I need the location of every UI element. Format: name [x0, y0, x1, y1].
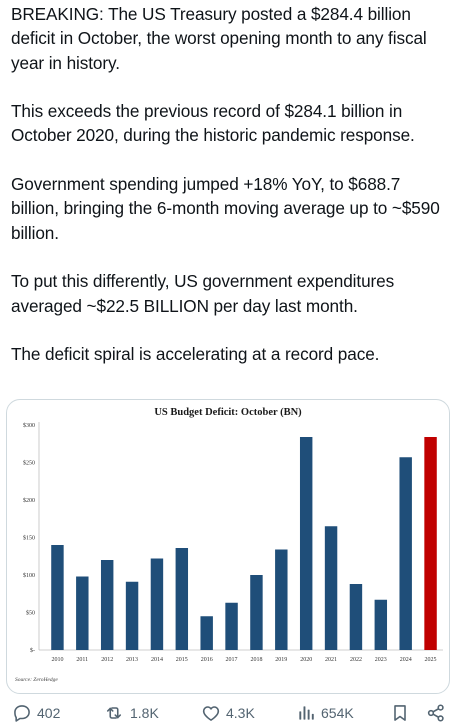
tweet-paragraph: The deficit spiral is accelerating at a … [11, 344, 380, 365]
x-tick-label: 2010 [51, 657, 63, 663]
reply-button[interactable]: 402 [12, 702, 60, 724]
like-button[interactable]: 4.3K [201, 702, 255, 724]
x-tick-label: 2019 [275, 657, 287, 663]
x-tick-label: 2020 [300, 657, 312, 663]
chart-bar [250, 575, 263, 650]
x-tick-label: 2024 [400, 657, 412, 663]
x-tick-label: 2015 [176, 657, 188, 663]
x-tick-label: 2025 [425, 657, 437, 663]
chart-bar [125, 581, 139, 650]
chart-bar [100, 560, 114, 650]
tweet-media-image[interactable]: US Budget Deficit: October (BN) $- $50 $10… [6, 399, 450, 694]
chart-bar [51, 545, 64, 650]
y-tick-label: $150 [23, 535, 35, 542]
x-tick-label: 2023 [375, 657, 387, 663]
retweet-button[interactable]: 1.8K [103, 702, 159, 724]
chart-bar [225, 602, 238, 650]
chart-bar [299, 437, 313, 650]
y-tick-label: $300 [23, 422, 35, 429]
chart-bar [424, 437, 437, 650]
chart-title: US Budget Deficit: October (BN) [154, 407, 302, 418]
tweet-paragraph: This exceeds the previous record of $284… [11, 101, 415, 146]
reply-icon [12, 703, 32, 723]
y-axis-ticks: $- $50 $100 $150 $200 $250 $300 [23, 422, 35, 654]
tweet-paragraph: To put this differently, US government e… [11, 271, 395, 316]
heart-icon [201, 703, 221, 723]
tweet-paragraph: Government spending jumped +18% YoY, to … [11, 174, 440, 243]
tweet-action-bar: 402 1.8K 4.3K 654 [0, 700, 454, 726]
chart-bar [150, 558, 164, 650]
chart-source: Source: ZeroHedge [15, 677, 58, 683]
x-axis-ticks: 2010 2011 2012 2013 2014 2015 2016 2017 2018 2019… [51, 657, 436, 663]
y-tick-label: $200 [23, 497, 35, 504]
chart-bar [200, 616, 213, 650]
y-tick-label: $- [30, 647, 35, 654]
retweet-count: 1.8K [130, 705, 159, 721]
share-button[interactable] [426, 702, 446, 724]
share-icon [426, 703, 446, 723]
analytics-bars-icon [296, 703, 316, 723]
x-tick-label: 2018 [250, 657, 262, 663]
view-count: 654K [321, 705, 354, 721]
chart-bar [76, 576, 89, 650]
chart-bar [324, 526, 338, 650]
x-tick-label: 2022 [350, 657, 362, 663]
bookmark-button[interactable] [390, 702, 410, 724]
y-tick-label: $100 [23, 572, 35, 579]
x-tick-label: 2017 [226, 657, 238, 663]
x-tick-label: 2021 [325, 657, 337, 663]
x-tick-label: 2012 [101, 657, 113, 663]
chart-bar [374, 599, 388, 650]
y-tick-label: $250 [23, 460, 35, 467]
views-button[interactable]: 654K [296, 702, 354, 724]
reply-count: 402 [37, 705, 61, 721]
tweet-paragraph: BREAKING: The US Treasury posted a $284.… [11, 4, 427, 73]
x-tick-label: 2016 [201, 657, 213, 663]
like-count: 4.3K [226, 705, 255, 721]
y-tick-label: $50 [26, 610, 35, 617]
tweet-text: BREAKING: The US Treasury posted a $284.… [11, 2, 449, 366]
retweet-icon [103, 703, 125, 723]
x-tick-label: 2011 [76, 657, 88, 663]
bookmark-icon [390, 703, 410, 723]
x-tick-label: 2014 [151, 657, 163, 663]
chart-bar [399, 457, 412, 650]
chart-bar [275, 549, 288, 650]
chart-bar [175, 548, 189, 650]
deficit-bar-chart: US Budget Deficit: October (BN) $- $50 $10… [15, 407, 443, 683]
x-tick-label: 2013 [126, 657, 138, 663]
chart-bars [51, 437, 437, 650]
chart-bar [349, 584, 363, 650]
